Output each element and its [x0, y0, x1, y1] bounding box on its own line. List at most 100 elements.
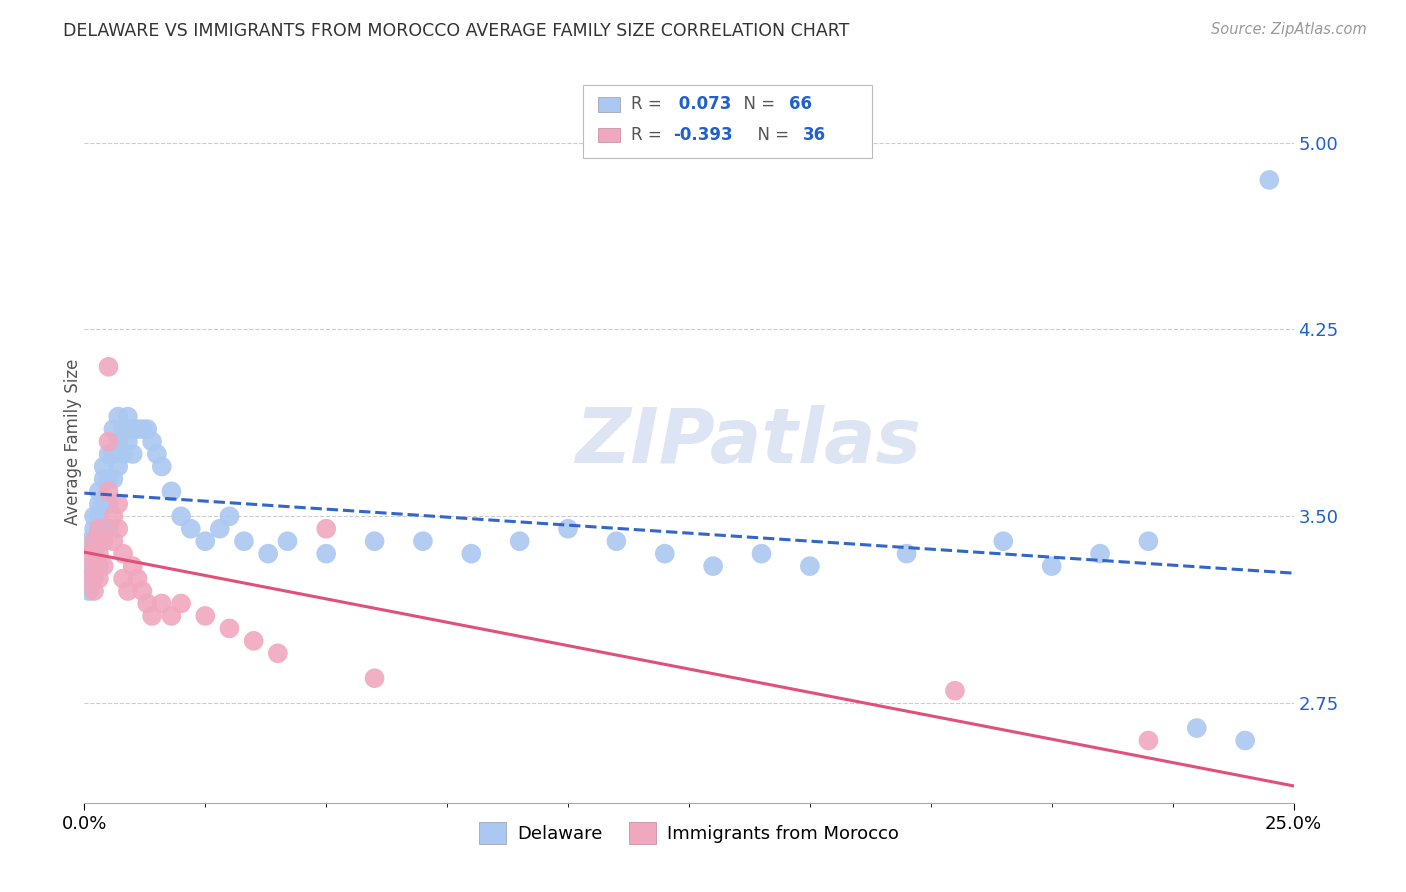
Point [97, 472, 120, 486]
Point [702, 559, 724, 574]
Point [276, 534, 298, 549]
Point [97, 434, 120, 449]
Point [83, 559, 105, 574]
Point [103, 422, 125, 436]
Point [1137, 534, 1160, 549]
Point [170, 509, 193, 524]
Point [136, 422, 159, 436]
Point [107, 497, 129, 511]
Point [83, 572, 105, 586]
Point [83, 509, 105, 524]
Point [160, 609, 183, 624]
Point [460, 547, 482, 561]
Point [107, 459, 129, 474]
Point [1185, 721, 1208, 735]
Point [93, 472, 115, 486]
Point [1088, 547, 1111, 561]
Point [943, 683, 966, 698]
Point [136, 597, 159, 611]
Point [799, 559, 821, 574]
Point [208, 522, 231, 536]
Point [97, 522, 120, 536]
Point [363, 671, 385, 685]
Point [112, 572, 135, 586]
Point [194, 609, 217, 624]
Point [103, 509, 125, 524]
Point [97, 447, 120, 461]
Point [150, 459, 173, 474]
Point [112, 447, 135, 461]
Point [93, 497, 115, 511]
Text: R =: R = [631, 95, 668, 113]
Point [557, 522, 579, 536]
Point [170, 597, 193, 611]
Point [107, 434, 129, 449]
Text: ZIPatlas: ZIPatlas [576, 405, 922, 478]
Point [150, 597, 173, 611]
Point [103, 447, 125, 461]
Text: N =: N = [733, 95, 780, 113]
Point [117, 434, 139, 449]
Point [93, 522, 115, 536]
Point [77, 547, 100, 561]
Point [127, 572, 149, 586]
Point [117, 409, 139, 424]
Point [77, 572, 100, 586]
Point [107, 522, 129, 536]
Point [218, 621, 240, 635]
Point [1040, 559, 1063, 574]
Point [93, 534, 115, 549]
Point [146, 447, 169, 461]
Point [121, 447, 143, 461]
Point [87, 572, 110, 586]
Text: R =: R = [631, 126, 668, 144]
Point [233, 534, 256, 549]
Legend: Delaware, Immigrants from Morocco: Delaware, Immigrants from Morocco [471, 815, 907, 852]
Point [257, 547, 280, 561]
Point [363, 534, 385, 549]
Point [83, 534, 105, 549]
Point [97, 497, 120, 511]
Point [509, 534, 531, 549]
Point [315, 547, 337, 561]
Point [77, 584, 100, 599]
Point [654, 547, 676, 561]
Point [83, 547, 105, 561]
Point [87, 497, 110, 511]
Point [112, 422, 135, 436]
Point [267, 646, 290, 660]
Text: 66: 66 [789, 95, 811, 113]
Point [87, 509, 110, 524]
Text: N =: N = [747, 126, 794, 144]
Point [141, 609, 163, 624]
Point [121, 422, 143, 436]
Point [242, 633, 264, 648]
Point [315, 522, 337, 536]
Point [412, 534, 434, 549]
Point [103, 472, 125, 486]
Point [121, 559, 143, 574]
Point [97, 359, 120, 374]
Point [180, 522, 202, 536]
Text: 0.073: 0.073 [673, 95, 733, 113]
Point [107, 409, 129, 424]
Text: DELAWARE VS IMMIGRANTS FROM MOROCCO AVERAGE FAMILY SIZE CORRELATION CHART: DELAWARE VS IMMIGRANTS FROM MOROCCO AVER… [63, 22, 849, 40]
Point [97, 484, 120, 499]
Point [194, 534, 217, 549]
Point [87, 559, 110, 574]
Point [141, 434, 163, 449]
Point [131, 584, 153, 599]
Text: -0.393: -0.393 [673, 126, 733, 144]
Point [93, 559, 115, 574]
Point [83, 522, 105, 536]
Y-axis label: Average Family Size: Average Family Size [65, 359, 82, 524]
Point [93, 459, 115, 474]
Point [993, 534, 1015, 549]
Point [117, 584, 139, 599]
Point [605, 534, 627, 549]
Point [103, 534, 125, 549]
Point [1258, 173, 1281, 187]
Text: 36: 36 [803, 126, 825, 144]
Point [127, 422, 149, 436]
Point [896, 547, 918, 561]
